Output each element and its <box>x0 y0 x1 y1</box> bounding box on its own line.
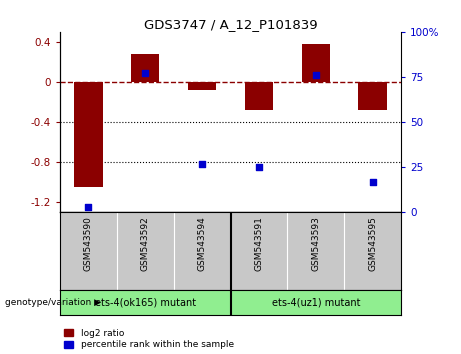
Point <box>85 204 92 210</box>
Title: GDS3747 / A_12_P101839: GDS3747 / A_12_P101839 <box>144 18 317 31</box>
Text: ets-4(ok165) mutant: ets-4(ok165) mutant <box>95 298 196 308</box>
Text: GSM543590: GSM543590 <box>84 216 93 271</box>
Bar <box>188 82 216 90</box>
Text: GSM543594: GSM543594 <box>198 216 207 271</box>
Point <box>142 70 149 76</box>
Point <box>312 72 319 78</box>
Bar <box>245 82 273 110</box>
Legend: log2 ratio, percentile rank within the sample: log2 ratio, percentile rank within the s… <box>65 329 234 349</box>
Point <box>198 161 206 166</box>
Bar <box>358 82 387 110</box>
Point <box>255 164 263 170</box>
Text: GSM543595: GSM543595 <box>368 216 377 271</box>
Text: GSM543592: GSM543592 <box>141 216 150 271</box>
Bar <box>131 54 160 82</box>
Text: ets-4(uz1) mutant: ets-4(uz1) mutant <box>272 298 360 308</box>
Bar <box>74 82 102 187</box>
Text: genotype/variation ▶: genotype/variation ▶ <box>5 298 100 307</box>
Text: GSM543593: GSM543593 <box>311 216 320 271</box>
Point <box>369 179 376 184</box>
Text: GSM543591: GSM543591 <box>254 216 263 271</box>
Bar <box>301 44 330 82</box>
